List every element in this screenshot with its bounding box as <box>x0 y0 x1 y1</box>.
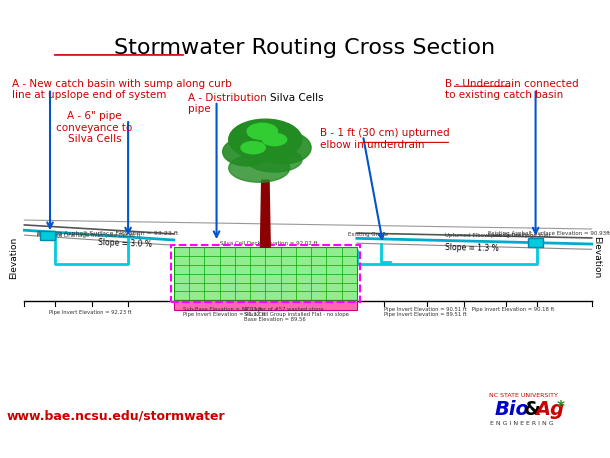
Text: Slope = 1.3 %: Slope = 1.3 % <box>445 244 499 253</box>
Text: UNIVERSITY: UNIVERSITY <box>515 8 581 18</box>
Ellipse shape <box>241 142 265 154</box>
Text: Existing Asphalt Surface Elevation = 90.93ft: Existing Asphalt Surface Elevation = 90.… <box>488 230 610 235</box>
Text: NC STATE: NC STATE <box>439 8 502 18</box>
Text: Proposed Drainage Inlet (see Detail I): Proposed Drainage Inlet (see Detail I) <box>37 234 140 239</box>
Text: Pipe Invert Elevation = 92.23 ft: Pipe Invert Elevation = 92.23 ft <box>49 310 131 315</box>
Ellipse shape <box>247 147 302 172</box>
Text: Pipe Invert Elevation = 91.32 ft: Pipe Invert Elevation = 91.32 ft <box>183 312 265 317</box>
Text: Pipe Invert Elevation = 90.51 ft   Pipe Invert Elevation = 90.18 ft: Pipe Invert Elevation = 90.51 ft Pipe In… <box>384 307 554 312</box>
Ellipse shape <box>247 123 278 140</box>
Text: Silva Cells: Silva Cells <box>270 93 324 103</box>
Text: Bio: Bio <box>494 400 529 420</box>
Text: Silva Cell Deck Elevation = 92.02 ft: Silva Cell Deck Elevation = 92.02 ft <box>220 241 317 246</box>
Bar <box>171 245 360 302</box>
Text: A - New catch basin with sump along curb
line at upslope end of system: A - New catch basin with sump along curb… <box>12 78 232 100</box>
Ellipse shape <box>262 133 287 146</box>
Text: A - 6" pipe
conveyance to
Silva Cells: A - 6" pipe conveyance to Silva Cells <box>56 111 133 144</box>
Text: Slope = 3.0 %: Slope = 3.0 % <box>98 239 152 249</box>
Text: Existing Drainage Inlet: Existing Drainage Inlet <box>488 234 551 239</box>
Ellipse shape <box>229 154 290 182</box>
Ellipse shape <box>256 131 311 164</box>
Polygon shape <box>260 180 270 247</box>
Text: Stormwater Routing Cross Section: Stormwater Routing Cross Section <box>115 38 495 58</box>
Text: Elevation: Elevation <box>9 236 18 278</box>
Text: *: * <box>556 400 564 415</box>
Ellipse shape <box>229 119 302 160</box>
Bar <box>174 247 357 300</box>
Text: Base Elevation = 89.56: Base Elevation = 89.56 <box>244 317 306 322</box>
Text: Pipe Invert Elevation = 89.51 ft: Pipe Invert Elevation = 89.51 ft <box>384 312 467 317</box>
Ellipse shape <box>223 137 271 166</box>
Text: &: & <box>523 400 540 420</box>
Text: www.bae.ncsu.edu/stormwater: www.bae.ncsu.edu/stormwater <box>6 409 224 423</box>
Text: Existing Grade: Existing Grade <box>348 232 388 237</box>
Text: NC STATE UNIVERSITY: NC STATE UNIVERSITY <box>489 393 558 398</box>
Text: 4" Layer of #57 washed stone: 4" Layer of #57 washed stone <box>244 307 324 312</box>
Text: Existing Asphalt Surface Elevation = 93.23 ft: Existing Asphalt Surface Elevation = 93.… <box>37 230 178 235</box>
Text: Elevation: Elevation <box>592 236 601 278</box>
Text: A - Distribution
pipe: A - Distribution pipe <box>188 93 267 114</box>
Text: Ag: Ag <box>536 400 565 420</box>
Text: B - Underdrain connected
to existing catch basin: B - Underdrain connected to existing cat… <box>445 78 579 100</box>
Text: B - 1 ft (30 cm) upturned
elbow in underdrain: B - 1 ft (30 cm) upturned elbow in under… <box>320 128 450 150</box>
Text: Upturned Elbow (see Detail F): Upturned Elbow (see Detail F) <box>445 233 528 238</box>
Text: Sub-Base Elevation = 89.03 ft: Sub-Base Elevation = 89.03 ft <box>183 307 262 312</box>
Text: Silva Cell Group installed Flat - no slope: Silva Cell Group installed Flat - no slo… <box>244 312 349 317</box>
Bar <box>528 238 543 247</box>
Bar <box>40 231 55 240</box>
Bar <box>174 300 357 311</box>
Text: E N G I N E E R I N G: E N G I N E E R I N G <box>490 421 553 426</box>
